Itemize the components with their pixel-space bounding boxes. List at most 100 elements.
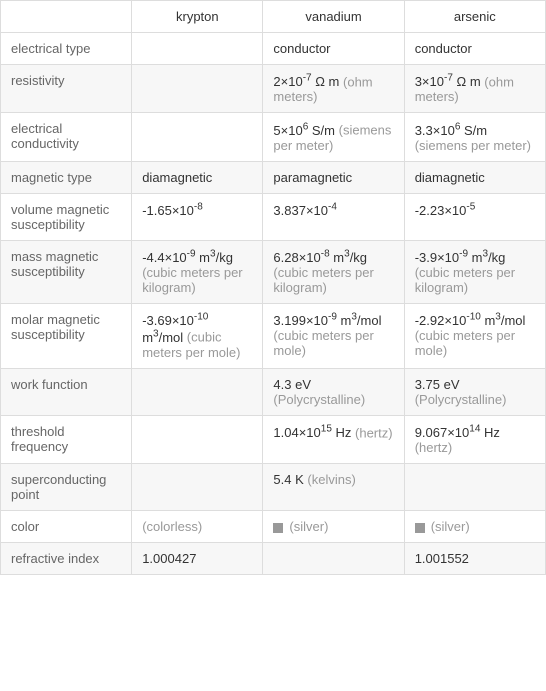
cell: -1.65×10-8 xyxy=(132,193,263,240)
cell: -2.23×10-5 xyxy=(404,193,545,240)
cell-value: (silver) xyxy=(431,519,470,534)
cell-unit: (cubic meters per mole) xyxy=(273,328,373,358)
cell: conductor xyxy=(263,33,404,65)
color-swatch xyxy=(415,523,425,533)
cell: 5.4 K (kelvins) xyxy=(263,463,404,510)
cell: -4.4×10-9 m3/kg (cubic meters per kilogr… xyxy=(132,240,263,303)
cell xyxy=(132,65,263,113)
cell-value: 3.199×10-9 m3/mol xyxy=(273,313,381,328)
row-label: refractive index xyxy=(1,542,132,574)
cell-value: 3.837×10-4 xyxy=(273,203,337,218)
table-head: krypton vanadium arsenic xyxy=(1,1,546,33)
cell-value: paramagnetic xyxy=(273,170,352,185)
col-header-krypton: krypton xyxy=(132,1,263,33)
cell: paramagnetic xyxy=(263,161,404,193)
col-header-arsenic: arsenic xyxy=(404,1,545,33)
row-label: electrical type xyxy=(1,33,132,65)
cell: 1.001552 xyxy=(404,542,545,574)
cell xyxy=(132,113,263,161)
cell-value: 3.75 eV xyxy=(415,377,460,392)
row-label: superconducting point xyxy=(1,463,132,510)
cell-unit: (Polycrystalline) xyxy=(273,392,365,407)
cell xyxy=(132,368,263,415)
row-label: work function xyxy=(1,368,132,415)
cell: 4.3 eV (Polycrystalline) xyxy=(263,368,404,415)
table-body: electrical type conductor conductor resisti… xyxy=(1,33,546,575)
cell-unit: (cubic meters per kilogram) xyxy=(415,265,515,295)
header-row: krypton vanadium arsenic xyxy=(1,1,546,33)
cell: 2×10-7 Ω m (ohm meters) xyxy=(263,65,404,113)
cell: (silver) xyxy=(263,510,404,542)
row-label: volume magnetic susceptibility xyxy=(1,193,132,240)
cell-unit: (kelvins) xyxy=(307,472,355,487)
cell-unit: (siemens per meter) xyxy=(415,138,531,153)
cell: 3.75 eV (Polycrystalline) xyxy=(404,368,545,415)
cell: (colorless) xyxy=(132,510,263,542)
table-row: mass magnetic susceptibility-4.4×10-9 m3… xyxy=(1,240,546,303)
cell-value: 3×10-7 Ω m xyxy=(415,74,481,89)
cell xyxy=(132,33,263,65)
cell-value: -4.4×10-9 m3/kg xyxy=(142,250,233,265)
cell: 5×106 S/m (siemens per meter) xyxy=(263,113,404,161)
table-row: electrical type conductor conductor xyxy=(1,33,546,65)
row-label: mass magnetic susceptibility xyxy=(1,240,132,303)
cell-value: (silver) xyxy=(289,519,328,534)
cell-value: -3.9×10-9 m3/kg xyxy=(415,250,506,265)
cell-unit: (cubic meters per kilogram) xyxy=(142,265,242,295)
cell-value: -2.23×10-5 xyxy=(415,203,476,218)
table-row: work function4.3 eV (Polycrystalline)3.7… xyxy=(1,368,546,415)
cell: (silver) xyxy=(404,510,545,542)
cell-unit: (cubic meters per mole) xyxy=(415,328,515,358)
col-header-empty xyxy=(1,1,132,33)
cell xyxy=(132,463,263,510)
cell: 1.04×1015 Hz (hertz) xyxy=(263,415,404,463)
cell: -3.9×10-9 m3/kg (cubic meters per kilogr… xyxy=(404,240,545,303)
cell-unit: (hertz) xyxy=(355,425,393,440)
cell-value: diamagnetic xyxy=(415,170,485,185)
cell: 3.199×10-9 m3/mol (cubic meters per mole… xyxy=(263,303,404,368)
table-row: threshold frequency1.04×1015 Hz (hertz)9… xyxy=(1,415,546,463)
cell: -2.92×10-10 m3/mol (cubic meters per mol… xyxy=(404,303,545,368)
table-row: resistivity2×10-7 Ω m (ohm meters)3×10-7… xyxy=(1,65,546,113)
row-label: electrical conductivity xyxy=(1,113,132,161)
cell-value: -1.65×10-8 xyxy=(142,203,203,218)
cell: conductor xyxy=(404,33,545,65)
cell-value: 4.3 eV xyxy=(273,377,311,392)
cell xyxy=(132,415,263,463)
cell-value: conductor xyxy=(273,41,330,56)
cell: diamagnetic xyxy=(404,161,545,193)
row-label: threshold frequency xyxy=(1,415,132,463)
cell-unit: (hertz) xyxy=(415,440,453,455)
cell: 3.837×10-4 xyxy=(263,193,404,240)
row-label: resistivity xyxy=(1,65,132,113)
table-row: molar magnetic susceptibility-3.69×10-10… xyxy=(1,303,546,368)
comparison-table: krypton vanadium arsenic electrical type… xyxy=(0,0,546,575)
cell: 3.3×106 S/m (siemens per meter) xyxy=(404,113,545,161)
cell xyxy=(263,542,404,574)
row-label: color xyxy=(1,510,132,542)
color-swatch xyxy=(273,523,283,533)
table-row: color (colorless) (silver) (silver) xyxy=(1,510,546,542)
table-row: electrical conductivity 5×106 S/m (siemen… xyxy=(1,113,546,161)
cell: 9.067×1014 Hz (hertz) xyxy=(404,415,545,463)
cell-value: 1.000427 xyxy=(142,551,196,566)
cell: 3×10-7 Ω m (ohm meters) xyxy=(404,65,545,113)
cell-unit: (cubic meters per kilogram) xyxy=(273,265,373,295)
table-row: superconducting point 5.4 K (kelvins) xyxy=(1,463,546,510)
cell xyxy=(404,463,545,510)
cell-value: 2×10-7 Ω m xyxy=(273,74,339,89)
cell-unit: (Polycrystalline) xyxy=(415,392,507,407)
cell-value: 9.067×1014 Hz xyxy=(415,425,500,440)
cell-value: -2.92×10-10 m3/mol xyxy=(415,313,526,328)
table-row: magnetic typediamagneticparamagneticdiam… xyxy=(1,161,546,193)
cell-value: 3.3×106 S/m xyxy=(415,123,487,138)
cell-value: 5.4 K xyxy=(273,472,303,487)
table-row: volume magnetic susceptibility -1.65×10-8… xyxy=(1,193,546,240)
cell: 6.28×10-8 m3/kg (cubic meters per kilogr… xyxy=(263,240,404,303)
cell: 1.000427 xyxy=(132,542,263,574)
cell-value: 1.04×1015 Hz xyxy=(273,425,351,440)
cell-value: 1.001552 xyxy=(415,551,469,566)
cell: -3.69×10-10 m3/mol (cubic meters per mol… xyxy=(132,303,263,368)
cell-value: (colorless) xyxy=(142,519,202,534)
cell-value: 5×106 S/m xyxy=(273,123,335,138)
